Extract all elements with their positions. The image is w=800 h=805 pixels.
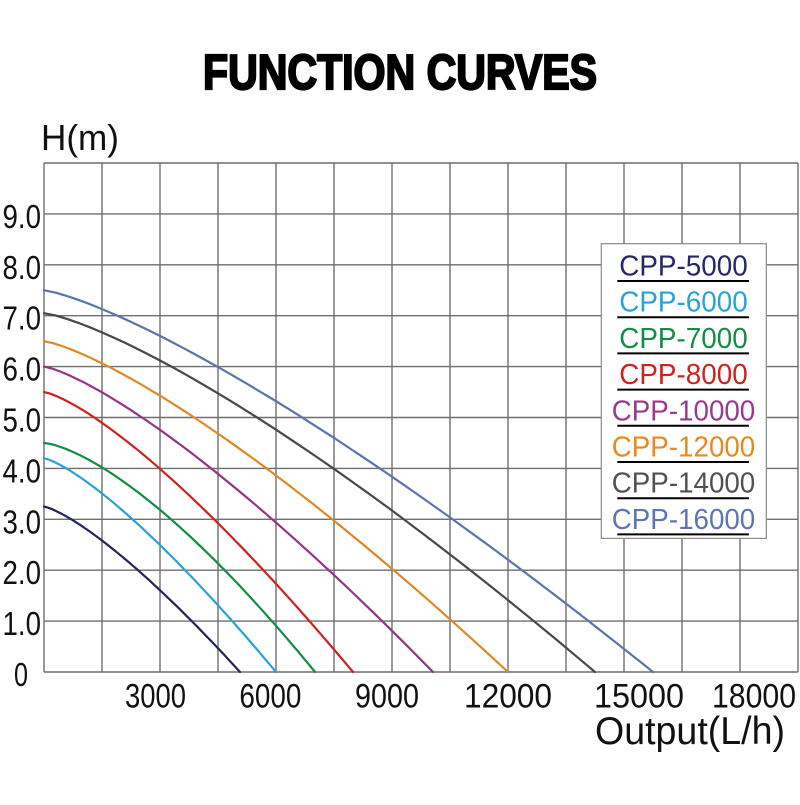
svg-text:CPP-6000: CPP-6000 [619, 287, 748, 319]
svg-text:2.0: 2.0 [3, 554, 42, 591]
svg-text:12000: 12000 [464, 678, 552, 716]
svg-text:0: 0 [14, 656, 28, 693]
svg-text:FUNCTION CURVES: FUNCTION CURVES [203, 46, 597, 100]
svg-text:15000: 15000 [594, 678, 684, 716]
svg-text:CPP-14000: CPP-14000 [612, 468, 756, 500]
svg-text:CPP-5000: CPP-5000 [619, 251, 748, 283]
svg-text:9.0: 9.0 [3, 198, 42, 235]
svg-text:18000: 18000 [712, 678, 796, 716]
svg-text:CPP-12000: CPP-12000 [612, 432, 756, 464]
svg-text:6.0: 6.0 [3, 351, 42, 388]
svg-text:5.0: 5.0 [3, 402, 42, 439]
svg-text:CPP-16000: CPP-16000 [612, 504, 756, 536]
svg-text:3.0: 3.0 [3, 503, 42, 540]
svg-text:CPP-10000: CPP-10000 [612, 395, 756, 427]
svg-text:8.0: 8.0 [3, 249, 42, 286]
svg-text:CPP-7000: CPP-7000 [619, 323, 748, 355]
svg-text:1.0: 1.0 [3, 605, 42, 642]
svg-text:4.0: 4.0 [3, 452, 42, 489]
svg-text:3000: 3000 [125, 678, 186, 716]
svg-text:7.0: 7.0 [3, 300, 42, 337]
svg-text:CPP-8000: CPP-8000 [619, 359, 748, 391]
svg-text:Output(L/h): Output(L/h) [595, 710, 785, 753]
svg-text:9000: 9000 [355, 678, 419, 716]
svg-text:6000: 6000 [239, 678, 301, 716]
svg-text:H(m): H(m) [41, 117, 119, 158]
